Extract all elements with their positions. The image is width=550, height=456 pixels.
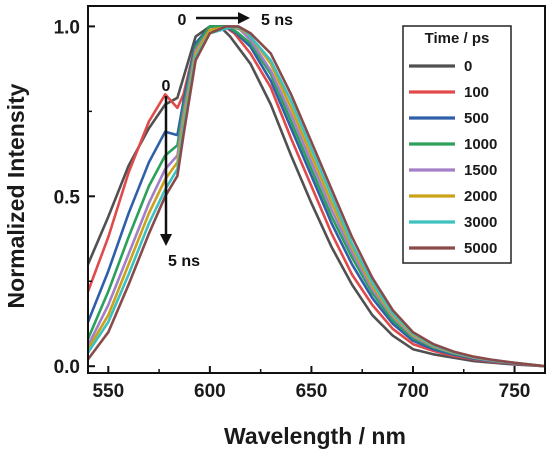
y-tick-label-0.5: 0.5 xyxy=(54,187,81,208)
legend-label-1000: 1000 xyxy=(464,136,497,153)
y-axis-title: Normalized Intensity xyxy=(3,83,29,308)
annotations: 0 5 ns 0 5 ns xyxy=(160,12,293,270)
plot-frame xyxy=(87,5,546,374)
annotation-top-arrowhead xyxy=(238,12,250,24)
annotation-side-arrowhead xyxy=(160,234,172,246)
legend: Time / ps 0 100 500 1000 1500 2000 3000 5000 xyxy=(402,25,512,264)
legend-label-2000: 2000 xyxy=(464,188,497,205)
x-axis-title: Wavelength / nm xyxy=(224,423,406,449)
annotation-top-start: 0 xyxy=(178,12,187,29)
annotation-side-end: 5 ns xyxy=(168,253,200,270)
legend-label-500: 500 xyxy=(464,110,489,127)
x-tick-label-650: 650 xyxy=(296,381,328,402)
axes-layer: 550 600 650 700 750 0.0 0.5 1.0 xyxy=(54,5,546,402)
x-tick-label-600: 600 xyxy=(194,381,226,402)
annotation-top-end: 5 ns xyxy=(261,12,293,29)
legend-items: 0 100 500 1000 1500 2000 3000 5000 xyxy=(409,58,497,257)
annotation-side-start: 0 xyxy=(162,78,171,95)
legend-label-1500: 1500 xyxy=(464,162,497,179)
y-tick-label-0: 0.0 xyxy=(54,357,80,378)
legend-label-3000: 3000 xyxy=(464,214,497,231)
legend-title: Time / ps xyxy=(425,30,490,47)
x-tick-label-550: 550 xyxy=(92,381,124,402)
legend-label-100: 100 xyxy=(464,84,489,101)
legend-label-0: 0 xyxy=(464,58,472,75)
x-tick-label-700: 700 xyxy=(397,381,429,402)
legend-label-5000: 5000 xyxy=(464,240,497,257)
y-tick-label-1: 1.0 xyxy=(54,17,80,38)
x-tick-label-750: 750 xyxy=(499,381,531,402)
